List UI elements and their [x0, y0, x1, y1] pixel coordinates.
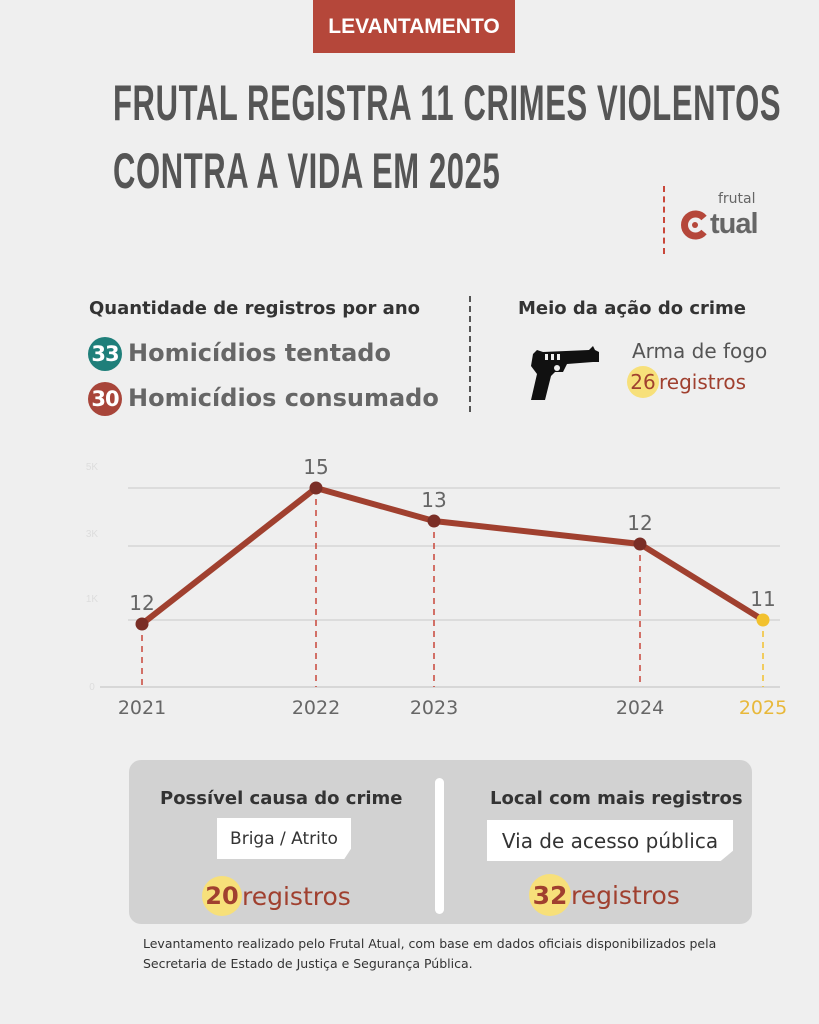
- count-highlight: 32: [529, 874, 571, 916]
- data-label: 11: [750, 587, 775, 611]
- data-label: 15: [303, 455, 328, 479]
- x-tick-label: 2025: [739, 697, 787, 719]
- divider: [663, 186, 665, 254]
- cause-heading: Possível causa do crime: [160, 788, 403, 809]
- count-badge: 30: [88, 382, 122, 416]
- pistol-icon: [531, 346, 599, 400]
- data-point: [756, 613, 770, 627]
- y-tick-label: 3K: [86, 529, 99, 540]
- section-banner: LEVANTAMENTO: [313, 0, 515, 53]
- x-tick-label: 2021: [118, 697, 166, 719]
- method-heading: Meio da ação do crime: [518, 298, 747, 319]
- y-tick-label: 0: [89, 682, 95, 693]
- unit-label: registros: [242, 881, 351, 911]
- legend-label: Homicídios tentado: [128, 339, 391, 367]
- place-value: Via de acesso pública: [487, 820, 733, 861]
- cause-count: 20 registros: [202, 876, 351, 916]
- data-point: [427, 514, 441, 528]
- method-count: 26 registros: [627, 366, 746, 398]
- headline-line-1: FRUTAL REGISTRA 11 CRIMES VIOLENTOS: [113, 75, 782, 131]
- divider: [435, 778, 444, 914]
- source-note: Levantamento realizado pelo Frutal Atual…: [143, 936, 717, 971]
- count-highlight: 26: [627, 366, 659, 398]
- summary-heading: Quantidade de registros por ano: [89, 298, 421, 319]
- headline-line-2: CONTRA A VIDA EM 2025: [113, 143, 501, 199]
- method-label: Arma de fogo: [632, 339, 768, 363]
- unit-label: registros: [571, 880, 680, 910]
- legend-label: Homicídios consumado: [128, 384, 439, 412]
- cause-value: Briga / Atrito: [217, 818, 351, 859]
- y-tick-label: 5K: [86, 462, 99, 473]
- x-tick-label: 2024: [616, 697, 664, 719]
- details-panel: Possível causa do crime Briga / Atrito 2…: [129, 760, 752, 924]
- frutal-atual-logo: frutal tual: [680, 192, 775, 242]
- data-point: [309, 481, 323, 495]
- count-badge: 33: [88, 337, 122, 371]
- series-line: [140, 485, 765, 627]
- logo-top-text: frutal: [718, 191, 756, 207]
- place-count: 32 registros: [529, 874, 680, 916]
- data-label: 12: [129, 591, 154, 615]
- data-label: 13: [421, 488, 446, 512]
- y-tick-label: 1K: [86, 594, 99, 605]
- data-point: [633, 537, 647, 551]
- logo-a-icon: [681, 210, 707, 240]
- divider: [469, 296, 471, 412]
- x-tick-label: 2023: [410, 697, 458, 719]
- count-highlight: 20: [202, 876, 242, 916]
- data-label: 12: [627, 511, 652, 535]
- unit-label: registros: [659, 370, 747, 394]
- line-chart: 0 1K 3K 5K 12 2021 15 2022 13 2023 12 2024 11 2025: [86, 455, 787, 719]
- place-heading: Local com mais registros: [490, 788, 743, 809]
- data-point: [135, 617, 149, 631]
- logo-main-text: tual: [710, 208, 759, 240]
- x-tick-label: 2022: [292, 697, 340, 719]
